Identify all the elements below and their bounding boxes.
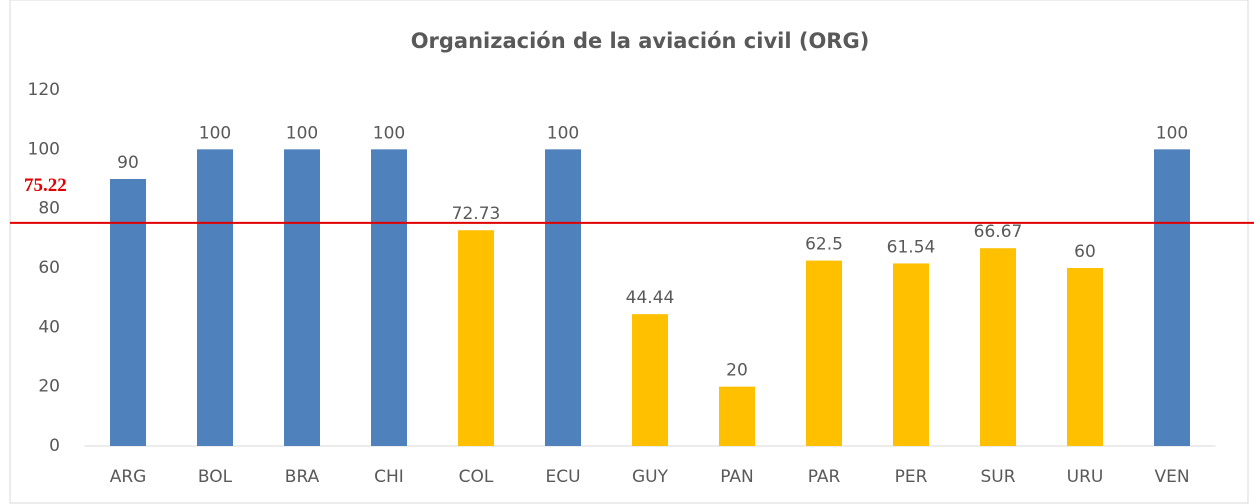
data-label: 100	[1156, 123, 1188, 143]
data-label: 100	[286, 123, 318, 143]
y-tick-label: 80	[38, 199, 60, 219]
data-label: 90	[117, 153, 139, 173]
chart-title: Organización de la aviación civil (ORG)	[411, 29, 870, 53]
bar	[632, 314, 668, 446]
bar	[110, 179, 146, 446]
y-tick-label: 120	[28, 80, 60, 100]
data-label: 100	[547, 123, 579, 143]
y-tick-label: 40	[38, 317, 60, 337]
x-tick-label: BRA	[285, 467, 320, 487]
x-tick-label: URU	[1067, 467, 1104, 487]
y-tick-label: 20	[38, 377, 60, 397]
reference-label: 75.22	[24, 175, 67, 196]
data-label: 44.44	[626, 288, 675, 308]
x-tick-label: PAR	[808, 467, 841, 487]
bar	[458, 230, 494, 446]
bar	[1067, 268, 1103, 446]
bar	[371, 149, 407, 447]
x-tick-label: PAN	[720, 467, 754, 487]
x-tick-label: ARG	[110, 467, 147, 487]
x-tick-label: PER	[895, 467, 928, 487]
data-label: 62.5	[805, 235, 843, 255]
y-tick-label: 100	[28, 139, 60, 159]
data-label: 100	[373, 123, 405, 143]
y-tick-label: 0	[49, 436, 60, 456]
data-label: 72.73	[452, 204, 501, 224]
data-label: 66.67	[974, 222, 1023, 242]
data-label: 20	[726, 361, 748, 381]
x-tick-label: BOL	[198, 467, 233, 487]
x-tick-label: ECU	[545, 467, 580, 487]
bar	[893, 263, 929, 446]
x-tick-label: SUR	[980, 467, 1015, 487]
bar	[719, 386, 755, 446]
bar	[806, 260, 842, 446]
bar	[980, 248, 1016, 446]
bar	[197, 149, 233, 447]
x-tick-label: VEN	[1154, 467, 1189, 487]
x-tick-label: COL	[459, 467, 494, 487]
chart-frame	[9, 0, 1249, 504]
data-label: 100	[199, 123, 231, 143]
bar	[284, 149, 320, 447]
x-tick-label: CHI	[374, 467, 404, 487]
data-label: 60	[1074, 242, 1096, 262]
y-tick-label: 60	[38, 258, 60, 278]
data-label: 61.54	[887, 237, 936, 257]
x-tick-label: GUY	[632, 467, 669, 487]
bar	[1154, 149, 1190, 447]
bar	[545, 149, 581, 447]
